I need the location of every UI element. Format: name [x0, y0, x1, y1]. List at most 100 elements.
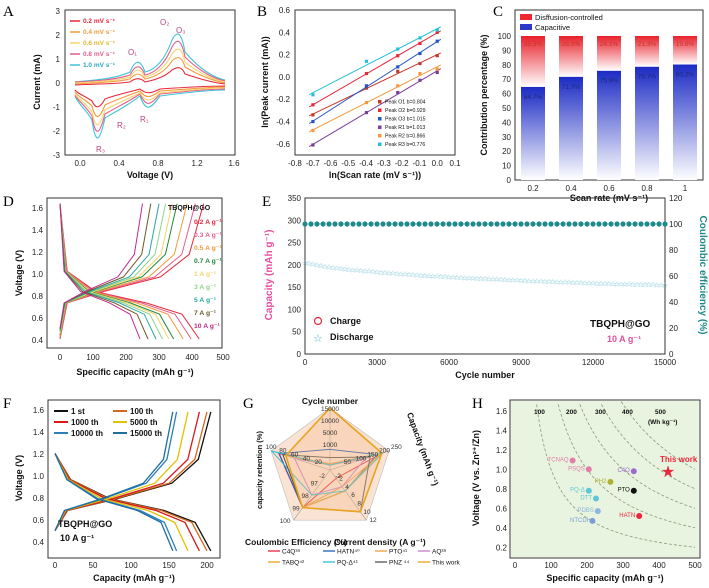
discharge-point: ☆ — [434, 273, 440, 281]
tick-label: 98 — [302, 493, 310, 500]
panel-a-yticks: 3 2 1 0 -1 -2 -3 — [53, 7, 61, 160]
legend-marker — [378, 125, 382, 129]
point-label: HATN — [619, 513, 635, 519]
tick-label: 1.2 — [33, 450, 45, 459]
panel-a-ylabel: Current (mA) — [32, 54, 42, 110]
legend-text: AQ³⁹ — [432, 549, 447, 556]
data-point — [364, 111, 369, 115]
discharge-point: ☆ — [490, 275, 496, 283]
tick-label: 50 — [344, 459, 352, 466]
tick-label: -0.5 — [341, 159, 355, 168]
discharge-point: ☆ — [330, 264, 336, 272]
tick-label: 3 — [56, 7, 61, 16]
discharge-point: ☆ — [342, 265, 348, 273]
discharge-point: ☆ — [306, 260, 312, 268]
discharge-point: ☆ — [518, 277, 524, 285]
tick-label: 150 — [367, 452, 378, 459]
discharge-point: ☆ — [502, 276, 508, 284]
tick-label: 1.6 — [33, 406, 45, 415]
tick-label: -0.2 — [395, 159, 409, 168]
tick-label: 9000 — [512, 358, 530, 367]
discharge-point: ☆ — [658, 281, 664, 289]
discharge-point: ☆ — [438, 273, 444, 281]
ce-point — [308, 221, 314, 227]
tick-label: -0.6 — [324, 159, 338, 168]
discharge-point: ☆ — [358, 267, 364, 275]
point-label: PTO — [618, 488, 631, 494]
peak-label-o1: O₁ — [128, 48, 137, 57]
tick-label: 0 — [669, 350, 674, 359]
discharge-point: ☆ — [638, 281, 644, 289]
point-label: PSQS — [568, 466, 585, 472]
discharge-point: ☆ — [634, 281, 640, 289]
charge-curve — [59, 203, 196, 338]
data-point — [311, 143, 315, 147]
discharge-point: ☆ — [510, 277, 516, 285]
tick-label: 250 — [391, 444, 402, 451]
bar-value-label: 24.1% — [600, 41, 619, 48]
legend-text: Peak O1 b=0.804 — [385, 100, 426, 106]
ce-point — [398, 221, 404, 227]
ce-point — [524, 221, 530, 227]
ce-point — [434, 221, 440, 227]
panel-b-yticks: 0.6 0.4 0.2 0.0 -0.2 -0.4 -0.6 — [276, 6, 290, 149]
data-point — [593, 495, 599, 502]
bar-value-label: 19.8% — [676, 41, 695, 48]
panel-a-curves — [74, 33, 226, 139]
tick-label: 0.2 — [496, 543, 508, 552]
panel-h-label: H — [472, 396, 483, 412]
legend-text: 5000 th — [130, 418, 158, 427]
tick-label: 200 — [119, 353, 133, 362]
tick-label: -0.4 — [359, 159, 373, 168]
tick-label: -1 — [53, 103, 61, 112]
ce-point — [488, 221, 494, 227]
ce-point — [482, 221, 488, 227]
tick-label: 200 — [580, 561, 594, 570]
discharge-point: ☆ — [574, 279, 580, 287]
ce-point — [638, 221, 644, 227]
panel-g-legend: C4Q³⁹ HATN⁴⁰ PTO⁴¹ AQ³⁹ TABQ⁴² PQ-Δ⁴¹ PNZ ⁴⁴ Th… — [268, 549, 461, 567]
cv-curve-0.2 — [74, 67, 226, 86]
data-point — [396, 84, 400, 88]
discharge-point: ☆ — [398, 270, 404, 278]
panel-b-frame — [294, 9, 456, 156]
discharge-point: ☆ — [350, 266, 356, 274]
discharge-curve — [59, 203, 157, 340]
discharge-point: ☆ — [322, 263, 328, 271]
point-label: PDBS — [577, 508, 593, 514]
legend-text: This work — [432, 560, 461, 567]
tick-label: 0.4 — [496, 524, 508, 533]
panel-a-peak-labels: O₁ O₂ O₃ R₁ R₂ R₃ — [96, 18, 185, 154]
panel-e-ylabel-right: Coulombic efficiency (%) — [697, 216, 708, 335]
tick-label: 15000 — [321, 406, 339, 413]
point-label: C4Q — [617, 468, 630, 474]
discharge-point: ☆ — [558, 278, 564, 286]
tick-label: 70 — [502, 75, 511, 84]
ce-point — [584, 221, 590, 227]
discharge-point: ☆ — [642, 281, 648, 289]
legend-text: 1 st — [71, 407, 85, 416]
tick-label: 0.8 — [32, 292, 44, 301]
ce-point — [602, 221, 608, 227]
discharge-point: ☆ — [626, 281, 632, 289]
panel-f-legend: 1 st 100 th 1000 th 5000 th 10000 th 15000 th — [54, 407, 162, 438]
ce-point — [542, 221, 548, 227]
ce-point — [626, 221, 632, 227]
data-point — [636, 513, 643, 520]
panel-f-yticks: 1.6 1.4 1.2 1.0 0.8 0.6 0.4 — [33, 406, 45, 547]
legend-text: 1000 th — [71, 418, 99, 427]
tick-label: 1.4 — [496, 426, 508, 435]
peak-label-o2: O₂ — [160, 18, 169, 27]
panel-c-yticks: 0 10 20 30 40 50 60 70 80 90 100 — [498, 32, 512, 185]
tick-label: 0 — [303, 358, 308, 367]
data-point — [589, 517, 596, 524]
tick-label: 97 — [311, 481, 319, 488]
ce-point — [500, 221, 506, 227]
bar-diffusion — [521, 36, 545, 87]
panel-b-xticks: -0.8 -0.7 -0.6 -0.5 -0.4 -0.3 -0.2 -0.1 0.0 0.1 — [288, 159, 461, 168]
bar-value-label: 64.7% — [524, 94, 543, 101]
tick-label: 100 — [124, 561, 138, 570]
discharge-point: ☆ — [498, 276, 504, 284]
panel-d-xlabel: Specific capacity (mAh g⁻¹) — [76, 367, 193, 377]
discharge-point: ☆ — [326, 264, 332, 272]
